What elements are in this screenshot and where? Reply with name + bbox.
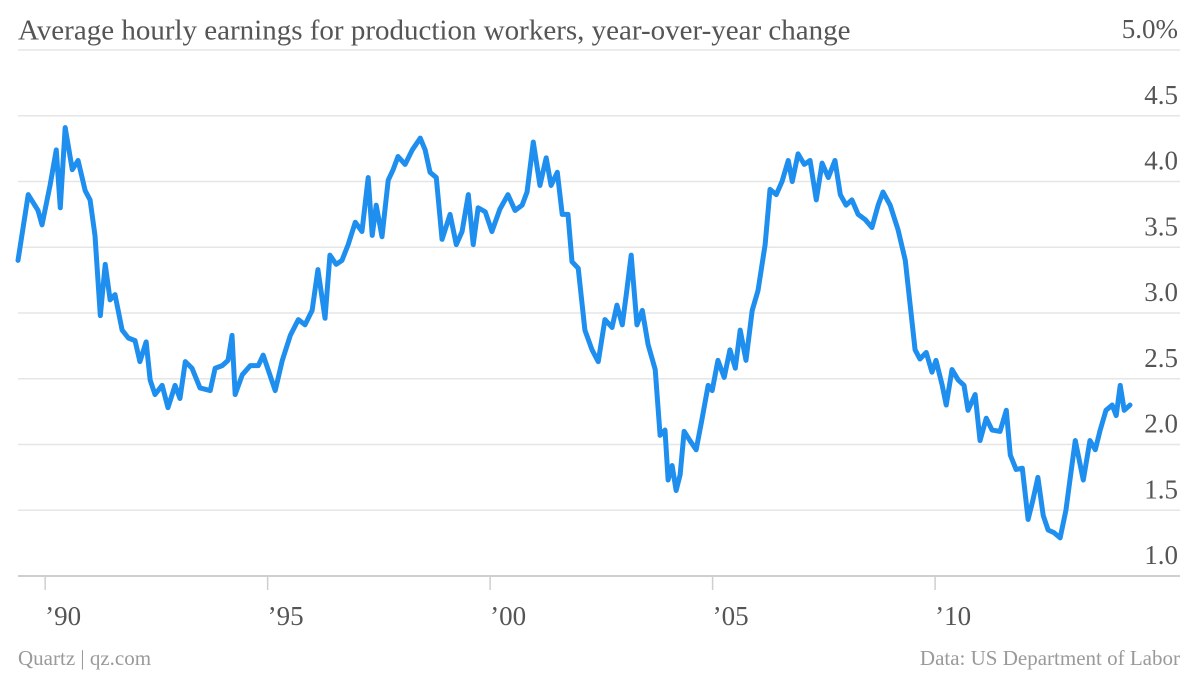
- y-tick-label: 1.5: [1144, 474, 1178, 504]
- y-tick-label: 4.0: [1144, 146, 1178, 176]
- x-tick-label: ’95: [268, 601, 304, 631]
- x-tick-label: ’05: [713, 601, 749, 631]
- x-tick-label: ’90: [45, 601, 81, 631]
- y-tick-label: 3.5: [1144, 211, 1178, 241]
- x-tick-label: ’00: [490, 601, 526, 631]
- y-tick-label: 3.0: [1144, 277, 1178, 307]
- source-left: Quartz | qz.com: [18, 646, 151, 670]
- grid: 1.0 1.5 2.0 2.5 3.0 3.5 4.0 4.5 5.0% ’90 ’95 ’00 ’05…: [18, 14, 1180, 631]
- plot-area: [15, 125, 1133, 541]
- y-tick-label: 2.5: [1144, 343, 1178, 373]
- y-tick-label: 1.0: [1144, 540, 1178, 570]
- source-right: Data: US Department of Labor: [920, 646, 1180, 670]
- x-tick-label: ’10: [935, 601, 971, 631]
- chart-title: Average hourly earnings for production w…: [18, 15, 851, 47]
- data-line: [15, 125, 1133, 541]
- y-tick-label: 4.5: [1144, 80, 1178, 110]
- y-tick-label: 2.0: [1144, 409, 1178, 439]
- y-tick-label: 5.0%: [1122, 14, 1178, 44]
